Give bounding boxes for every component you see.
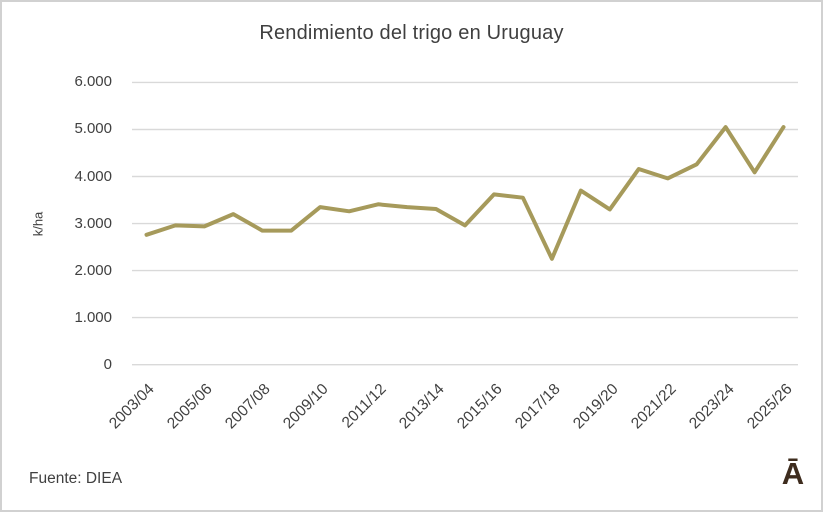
source-note: Fuente: DIEA (29, 470, 123, 487)
y-tick-label: 6.000 (74, 73, 112, 91)
y-tick-label: 3.000 (74, 214, 112, 232)
y-tick-label: 1.000 (74, 308, 112, 326)
y-tick-label: 2.000 (74, 261, 112, 279)
logo-mark: Ā (781, 456, 805, 491)
yield-line (144, 125, 786, 261)
y-tick-label: 5.000 (74, 120, 112, 138)
y-tick-label: 0 (103, 355, 112, 373)
y-tick-label: 4.000 (74, 167, 112, 185)
chart-title: Rendimiento del trigo en Uruguay (259, 22, 564, 44)
